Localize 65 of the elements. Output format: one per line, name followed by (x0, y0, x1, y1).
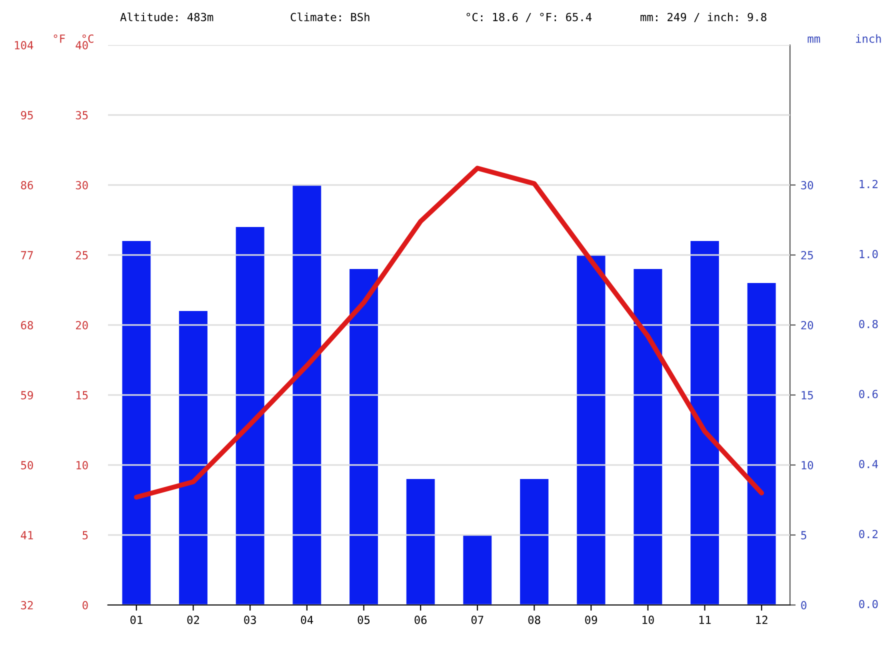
x-tick-label: 06 (414, 616, 427, 624)
text: mm: 249 / inch: 9.8 (640, 12, 766, 22)
y2-tick-label: 0 (801, 601, 806, 610)
x-tick-label: 08 (528, 616, 540, 624)
text: Altitude: 483m (120, 12, 214, 22)
bar (634, 269, 662, 605)
y3-tick-label: 104 (14, 41, 34, 50)
y-tick-label: 35 (76, 111, 88, 120)
text: Climate: BSh (290, 12, 370, 22)
x-tick-label: 02 (187, 616, 199, 624)
y3-tick-label: 59 (21, 391, 33, 400)
bar (350, 269, 378, 605)
y3-tick-label: 50 (21, 461, 33, 470)
x-tick-label: 01 (130, 616, 142, 624)
text: 1.0 (860, 250, 878, 258)
text: 0.4 (859, 460, 878, 468)
y3-tick-label: 32 (21, 601, 33, 610)
line-series (134, 166, 764, 500)
y2-tick-label: 30 (801, 181, 814, 190)
y-tick-label: 25 (76, 251, 88, 260)
y2-tick-label: 15 (802, 391, 813, 400)
y-axis-title: °C (82, 34, 94, 43)
y2-tick-label: 5 (801, 531, 806, 540)
y2-tick-label: 25 (801, 251, 813, 260)
y3-tick-label: 86 (21, 181, 33, 190)
bar (690, 241, 719, 605)
x-tick-label: 11 (699, 616, 711, 624)
y-tick-label: 0 (82, 601, 88, 610)
y3-tick-label: 68 (21, 321, 33, 330)
y-tick-label: 5 (82, 531, 88, 540)
text: 0.0 (859, 600, 878, 608)
y2-axis-title: mm (808, 36, 820, 43)
y3-tick-label: 41 (20, 531, 33, 540)
y3-axis-title: °F (54, 34, 65, 43)
y3-tick-label: 77 (21, 251, 33, 260)
x-tick-label: 07 (471, 616, 484, 624)
bar (576, 255, 606, 605)
y2-tick-label: 10 (802, 461, 814, 470)
x-tick-label: 04 (300, 616, 314, 624)
y-tick-label: 15 (76, 391, 88, 400)
text: 1.2 (860, 180, 878, 188)
bar (122, 241, 151, 605)
x-tick-label: 05 (358, 616, 370, 624)
bar (463, 535, 492, 605)
x-tick-label: 09 (585, 616, 598, 624)
text: 0.6 (859, 390, 878, 398)
text: inch (856, 34, 881, 43)
y-tick-label: 30 (76, 181, 88, 190)
text: °C: 18.6 / °F: 65.4 (466, 12, 592, 22)
y2-tick-label: 20 (801, 321, 814, 330)
y3-tick-label: 95 (21, 111, 33, 120)
y-tick-label: 10 (76, 461, 88, 470)
text: 0.2 (859, 530, 878, 538)
y-tick-label: 40 (76, 41, 88, 50)
bar (236, 227, 264, 605)
x-tick-label: 03 (244, 616, 256, 624)
y-tick-label: 20 (76, 321, 88, 330)
bar (292, 185, 322, 605)
bar (747, 283, 776, 605)
bar (520, 479, 548, 605)
text: 0.8 (859, 320, 878, 328)
bar (406, 479, 435, 605)
bar (179, 311, 208, 605)
x-tick-label: 12 (756, 616, 768, 624)
x-tick-label: 10 (642, 616, 654, 624)
